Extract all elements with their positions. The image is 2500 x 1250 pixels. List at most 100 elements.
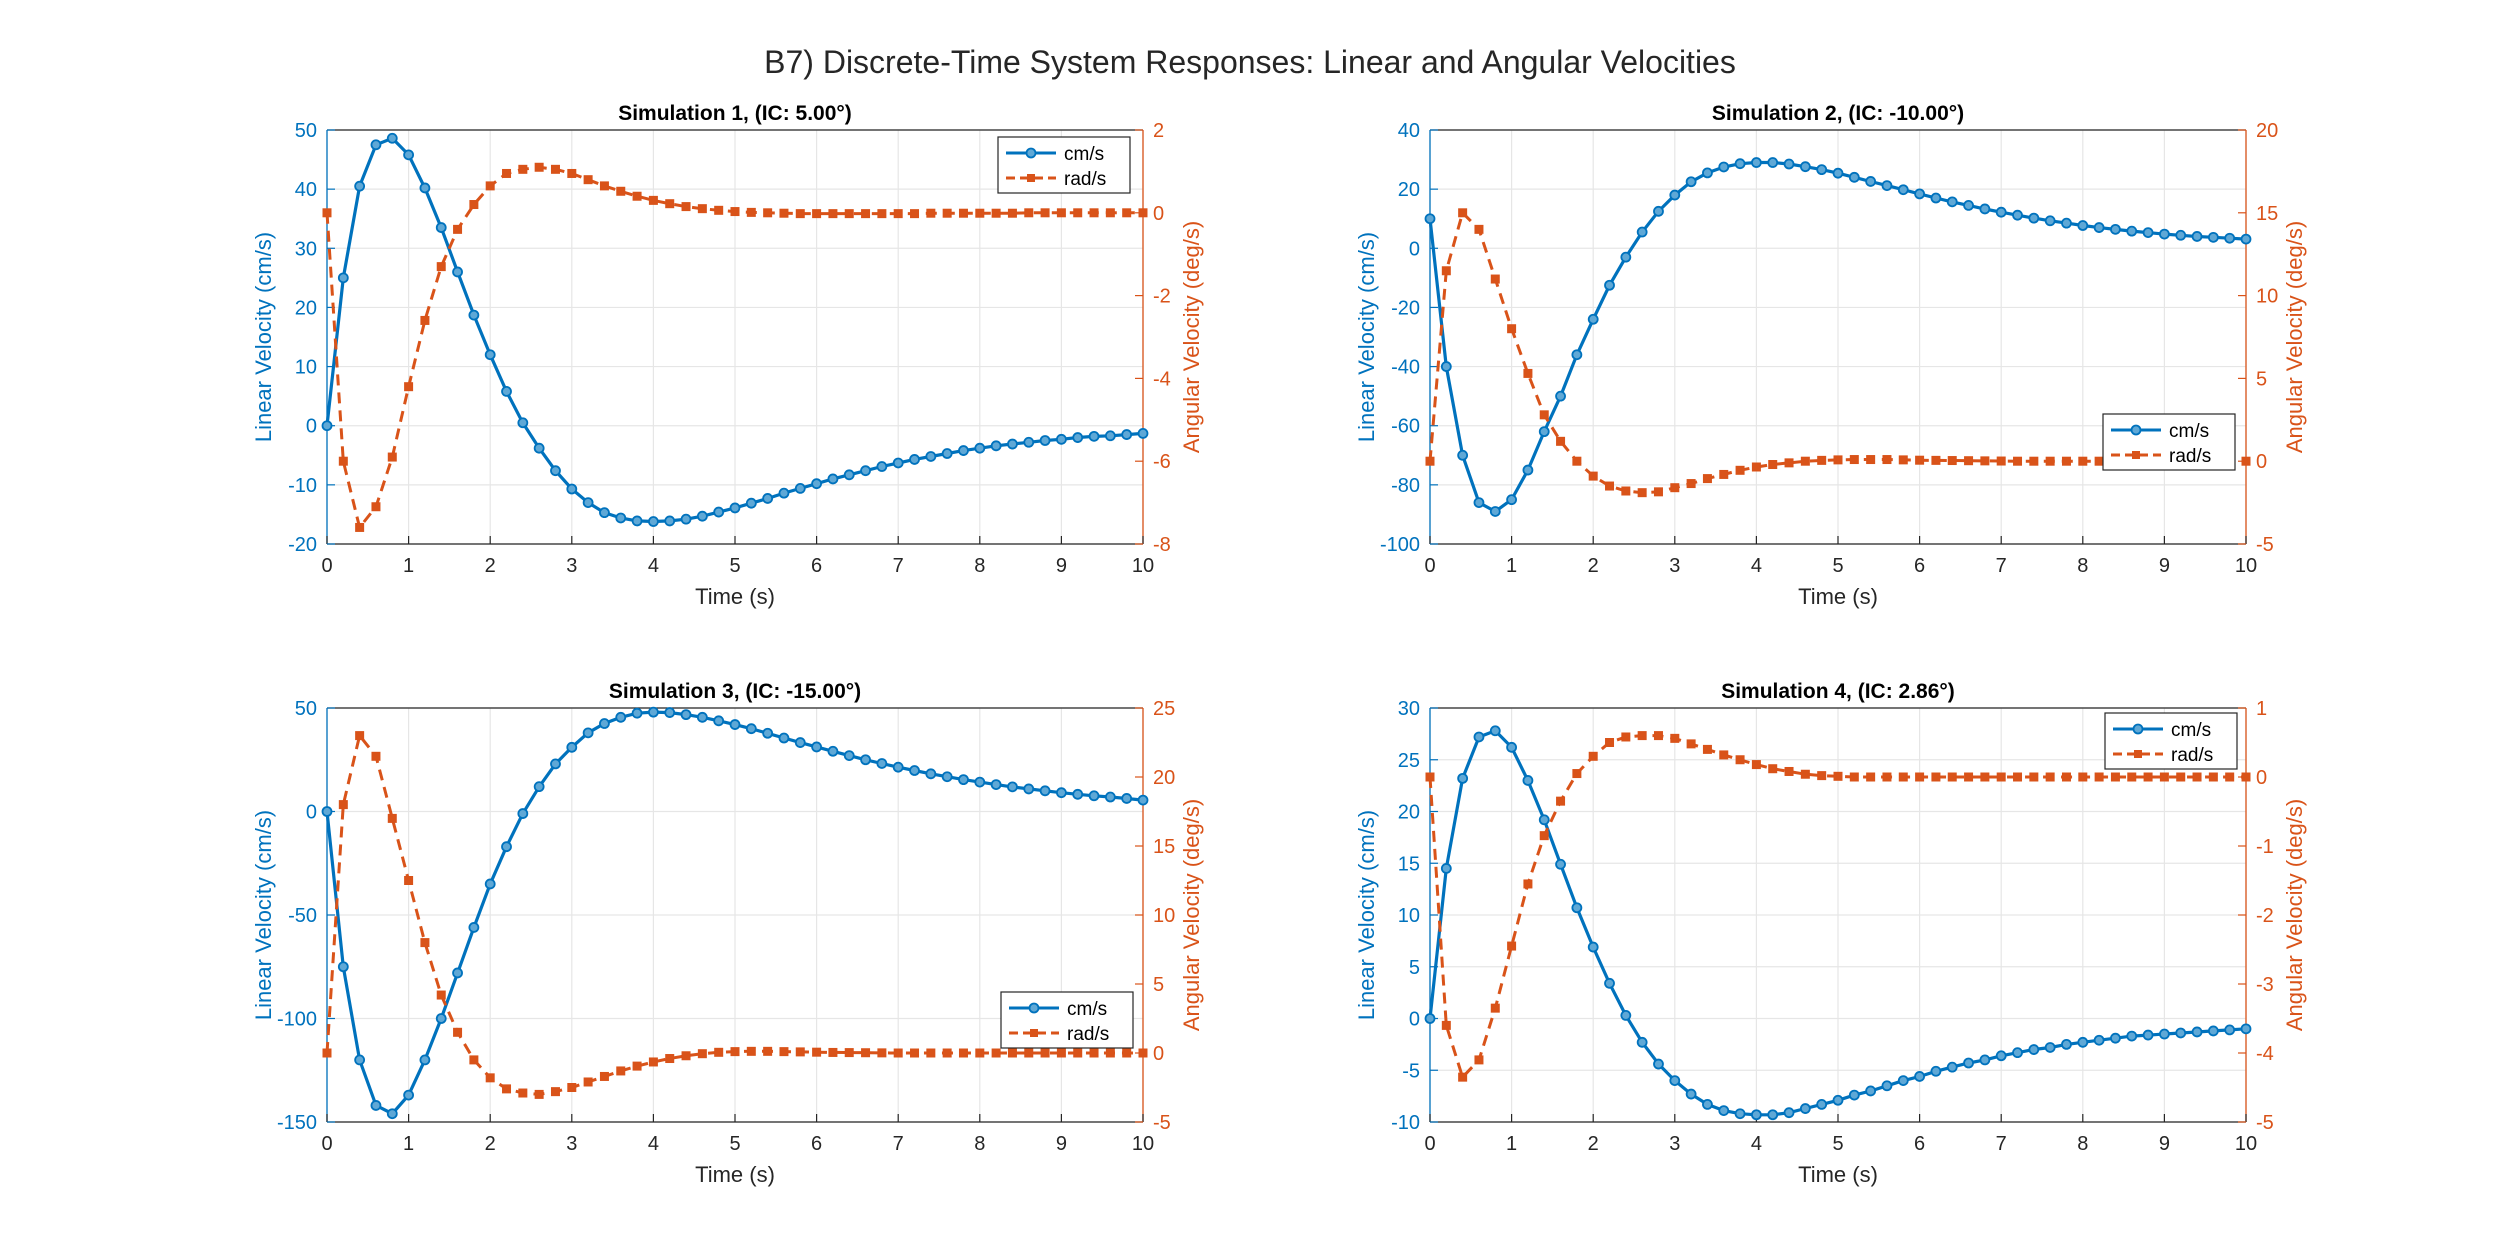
data-point-linear	[2126, 225, 2138, 237]
data-point-linear	[403, 1089, 415, 1101]
data-point-angular	[485, 1073, 495, 1083]
y-left-tick-label: -80	[1391, 475, 1420, 497]
data-point-angular	[371, 751, 381, 761]
data-point-angular	[2045, 772, 2055, 782]
legend-marker	[1028, 1002, 1040, 1014]
data-point-linear	[1979, 203, 1991, 215]
data-point-linear	[533, 442, 545, 454]
legend-marker	[1027, 174, 1035, 182]
data-point-linear	[631, 707, 643, 719]
data-point-angular	[1588, 471, 1598, 481]
data-point-linear	[631, 515, 643, 527]
data-point-angular	[697, 1049, 707, 1059]
legend-box	[1000, 991, 1134, 1049]
data-point-linear	[452, 967, 463, 979]
data-point-linear	[1995, 206, 2007, 218]
data-point-angular	[2127, 772, 2137, 782]
data-point-linear	[1685, 1088, 1697, 1100]
data-point-linear	[2093, 222, 2105, 233]
data-point-linear	[696, 711, 708, 723]
legend-entry-label: cm/s	[1064, 144, 1104, 165]
y-right-tick-label: -5	[2256, 534, 2274, 556]
data-point-linear	[1963, 200, 1974, 211]
data-point-angular	[665, 1054, 675, 1064]
x-tick-label: 1	[403, 555, 414, 577]
data-point-linear	[843, 469, 855, 481]
y-left-tick-label: 25	[1398, 750, 1420, 772]
data-point-angular	[1105, 1048, 1115, 1058]
data-point-linear	[794, 483, 806, 494]
x-tick-label: 3	[566, 555, 577, 577]
data-point-linear	[2158, 228, 2170, 240]
data-point-angular	[2208, 772, 2218, 782]
y-right-tick-label: -4	[2256, 1043, 2274, 1065]
y-left-tick-label: 50	[295, 120, 317, 142]
y-right-tick-label: 1	[2256, 698, 2267, 720]
data-point-linear	[403, 149, 415, 161]
data-point-angular	[1539, 410, 1549, 420]
data-point-linear	[974, 442, 986, 454]
data-point-angular	[404, 382, 414, 392]
data-point-linear	[1930, 1065, 1942, 1077]
data-point-angular	[2143, 772, 2153, 782]
y-left-tick-label: 5	[1409, 957, 1420, 979]
x-tick-label: 0	[321, 1133, 332, 1155]
data-point-linear	[2028, 1044, 2040, 1055]
data-point-angular	[746, 207, 756, 217]
x-tick-label: 5	[729, 555, 740, 577]
data-point-angular	[599, 1071, 609, 1081]
data-point-linear	[1489, 506, 1501, 517]
data-point-angular	[665, 199, 675, 209]
data-point-angular	[1605, 481, 1615, 491]
data-point-linear	[876, 461, 888, 472]
data-point-linear	[876, 758, 888, 769]
data-point-angular	[1653, 731, 1663, 741]
y-right-tick-label: -4	[1153, 368, 1171, 390]
data-point-linear	[1783, 1107, 1795, 1119]
y-axis-right-label: Angular Velocity (deg/s)	[2282, 799, 2307, 1031]
data-point-angular	[1898, 772, 1908, 782]
x-tick-label: 0	[1424, 1133, 1435, 1155]
data-point-angular	[338, 456, 348, 466]
data-point-angular	[1866, 455, 1876, 465]
y-left-tick-label: 0	[306, 802, 317, 824]
data-point-angular	[387, 813, 397, 823]
data-point-angular	[910, 1048, 920, 1058]
data-point-angular	[2110, 772, 2120, 782]
x-tick-label: 6	[811, 1133, 822, 1155]
data-point-linear	[909, 765, 920, 776]
data-point-angular	[779, 1047, 789, 1057]
data-point-linear	[1897, 184, 1909, 196]
x-tick-label: 10	[1132, 555, 1154, 577]
data-point-angular	[1621, 732, 1631, 742]
data-point-angular	[436, 262, 446, 272]
data-point-linear	[1799, 161, 1811, 173]
data-point-angular	[485, 181, 495, 191]
legend-entry-label: rad/s	[1067, 1024, 1109, 1045]
data-point-linear	[1832, 167, 1844, 179]
data-point-angular	[1751, 462, 1761, 472]
data-point-linear	[1702, 167, 1713, 179]
data-point-linear	[1072, 788, 1084, 800]
data-point-angular	[550, 164, 560, 174]
data-point-linear	[1457, 772, 1469, 784]
data-point-linear	[599, 718, 610, 729]
data-point-angular	[1882, 772, 1892, 782]
data-point-linear	[729, 719, 741, 730]
data-point-angular	[2013, 772, 2023, 782]
data-point-linear	[696, 510, 708, 522]
data-point-linear	[337, 961, 349, 973]
data-point-angular	[567, 1083, 577, 1092]
data-point-linear	[1104, 430, 1116, 442]
data-point-angular	[1458, 208, 1468, 218]
data-point-angular	[1849, 772, 1859, 782]
y-axis-left-label: Linear Velocity (cm/s)	[1354, 810, 1379, 1020]
y-right-tick-label: -5	[1153, 1112, 1171, 1134]
data-point-angular	[697, 204, 707, 214]
data-point-linear	[648, 516, 659, 527]
data-point-linear	[1767, 157, 1779, 168]
x-tick-label: 5	[1832, 555, 1843, 577]
y-left-tick-label: -10	[1391, 1112, 1420, 1134]
data-point-linear	[1718, 161, 1730, 173]
subplot-title: Simulation 3, (IC: -15.00°)	[609, 680, 861, 703]
